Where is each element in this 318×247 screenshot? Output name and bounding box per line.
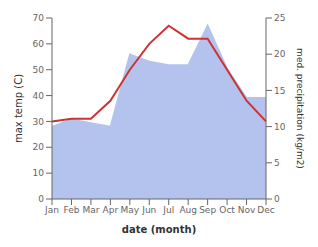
- svg-text:0: 0: [38, 194, 44, 204]
- svg-text:Dec: Dec: [257, 205, 274, 215]
- svg-text:Apr: Apr: [103, 205, 119, 215]
- svg-text:0: 0: [274, 194, 280, 204]
- svg-text:50: 50: [33, 65, 45, 75]
- svg-text:Mar: Mar: [82, 205, 99, 215]
- svg-text:30: 30: [33, 117, 45, 127]
- svg-text:Jan: Jan: [44, 205, 59, 215]
- svg-text:Oct: Oct: [219, 205, 235, 215]
- svg-text:10: 10: [274, 122, 286, 132]
- svg-text:Nov: Nov: [238, 205, 256, 215]
- svg-text:med. precipitation (kg/m2): med. precipitation (kg/m2): [295, 48, 305, 169]
- svg-text:date (month): date (month): [122, 224, 196, 235]
- svg-text:10: 10: [33, 168, 45, 178]
- svg-text:Jul: Jul: [162, 205, 174, 215]
- svg-text:20: 20: [274, 49, 286, 59]
- svg-text:70: 70: [33, 13, 45, 23]
- svg-text:Feb: Feb: [63, 205, 79, 215]
- svg-text:May: May: [121, 205, 140, 215]
- svg-text:5: 5: [274, 158, 280, 168]
- svg-text:20: 20: [33, 142, 45, 152]
- svg-text:25: 25: [274, 13, 285, 23]
- svg-text:Aug: Aug: [179, 205, 197, 215]
- svg-text:Jun: Jun: [141, 205, 156, 215]
- svg-text:40: 40: [33, 91, 45, 101]
- svg-text:max temp (C): max temp (C): [13, 74, 24, 143]
- svg-text:60: 60: [33, 39, 45, 49]
- svg-text:Sep: Sep: [199, 205, 216, 215]
- svg-text:15: 15: [274, 86, 285, 96]
